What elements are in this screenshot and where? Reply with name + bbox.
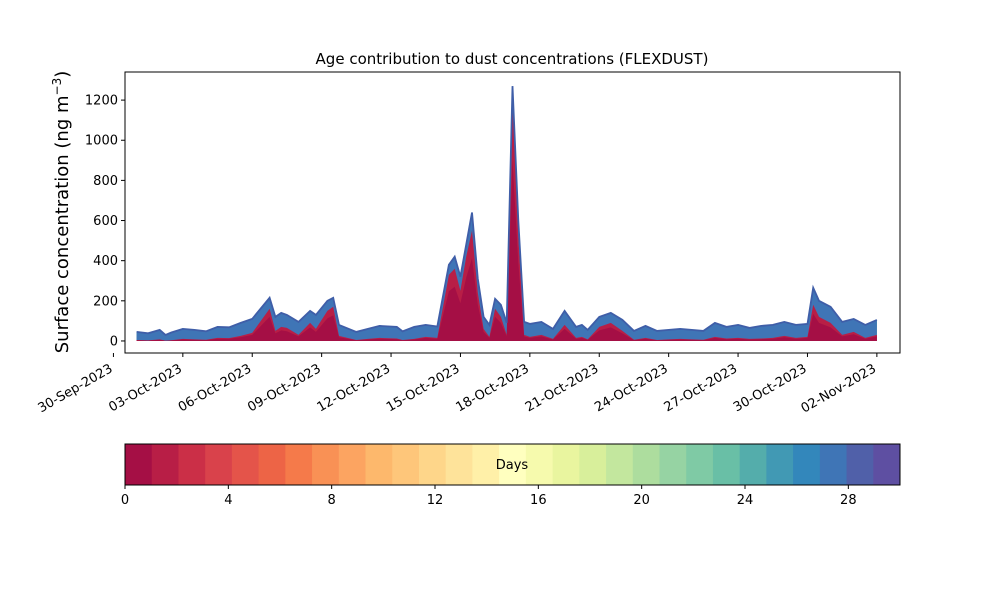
colorbar-swatch — [205, 444, 233, 485]
y-axis: 0 200 400 600 800 1000 1200 — [85, 94, 125, 349]
colorbar-swatch — [125, 444, 153, 485]
colorbar-swatch — [739, 444, 767, 485]
colorbar-swatch — [712, 444, 741, 485]
total-concentration-line — [136, 86, 878, 336]
y-tick-label: 0 — [110, 334, 118, 349]
colorbar-tick-label: 0 — [121, 493, 129, 508]
colorbar-swatch — [312, 444, 340, 485]
colorbar-swatch — [231, 444, 260, 485]
colorbar-tick-label: 4 — [224, 493, 232, 508]
colorbar-swatch — [338, 444, 367, 485]
x-tick-label: 21-Oct-2023 — [523, 361, 601, 415]
y-tick-label: 800 — [93, 174, 118, 189]
x-tick-label: 30-Oct-2023 — [731, 361, 809, 415]
colorbar-swatch — [258, 444, 286, 485]
y-tick-label: 600 — [93, 214, 118, 229]
colorbar-swatch — [766, 444, 794, 485]
y-tick-label: 200 — [93, 294, 118, 309]
colorbar-swatch — [819, 444, 848, 485]
colorbar-tick-label: 12 — [427, 493, 444, 508]
x-tick-label: 24-Oct-2023 — [592, 361, 670, 415]
colorbar-swatch — [499, 444, 527, 485]
colorbar-tick-label: 8 — [328, 493, 336, 508]
x-tick-label: 30-Sep-2023 — [36, 361, 116, 416]
y-tick-label: 1000 — [85, 134, 118, 149]
chart-title: Age contribution to dust concentrations … — [316, 50, 709, 68]
colorbar-swatch — [365, 444, 393, 485]
colorbar-label: Days — [496, 458, 529, 473]
colorbar-swatch — [579, 444, 607, 485]
colorbar-swatch — [686, 444, 714, 485]
colorbar-axis: 0 4 8 12 16 20 24 28 — [121, 485, 857, 508]
colorbar-swatch — [793, 444, 821, 485]
plot-area — [136, 86, 878, 341]
colorbar-swatch — [285, 444, 313, 485]
colorbar-swatch — [632, 444, 660, 485]
x-axis: 30-Sep-202303-Oct-202306-Oct-202309-Oct-… — [36, 353, 879, 416]
colorbar-tick-label: 28 — [840, 493, 857, 508]
y-axis-label-close: ) — [52, 71, 73, 78]
x-tick-label: 02-Nov-2023 — [799, 361, 879, 416]
y-tick-label: 400 — [93, 254, 118, 269]
colorbar-swatch — [606, 444, 634, 485]
colorbar-frame — [124, 443, 901, 486]
colorbar-swatch — [472, 444, 500, 485]
colorbar-swatch — [846, 444, 874, 485]
y-axis-label-sup: −3 — [50, 78, 64, 96]
colorbar-tick-label: 16 — [530, 493, 547, 508]
colorbar-tick-label: 20 — [633, 493, 650, 508]
colorbar-swatch — [873, 444, 901, 485]
plot-frame — [124, 71, 901, 354]
x-tick-label: 12-Oct-2023 — [315, 361, 393, 415]
x-tick-label: 09-Oct-2023 — [245, 361, 323, 415]
y-axis-label: Surface concentration (ng m−3) — [50, 71, 73, 354]
colorbar-tick-label: 24 — [737, 493, 754, 508]
y-axis-label-main: Surface concentration (ng m — [52, 95, 73, 353]
colorbar-swatch — [178, 444, 206, 485]
x-tick-label: 18-Oct-2023 — [453, 361, 531, 415]
x-tick-label: 15-Oct-2023 — [384, 361, 462, 415]
x-tick-label: 03-Oct-2023 — [106, 361, 184, 415]
colorbar-swatch — [525, 444, 554, 485]
colorbar-swatch — [659, 444, 687, 485]
colorbar-swatch — [418, 444, 447, 485]
colorbar-swatch — [392, 444, 420, 485]
colorbar-swatch — [445, 444, 473, 485]
y-tick-label: 1200 — [85, 94, 118, 109]
colorbar — [124, 443, 901, 486]
x-tick-label: 06-Oct-2023 — [176, 361, 254, 415]
x-tick-label: 27-Oct-2023 — [662, 361, 740, 415]
colorbar-swatch — [151, 444, 179, 485]
colorbar-swatch — [552, 444, 580, 485]
